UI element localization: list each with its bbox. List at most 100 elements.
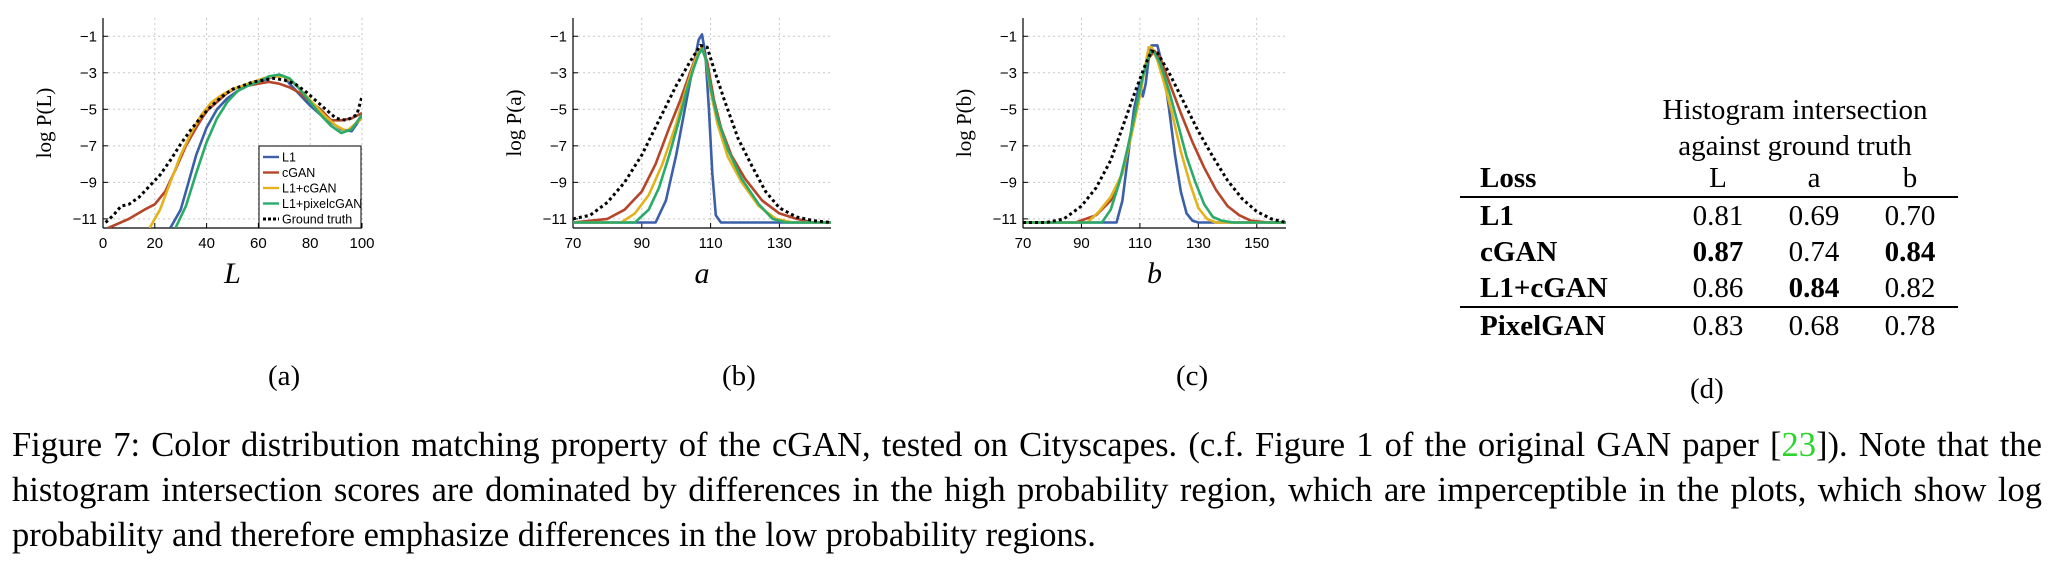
legend-label: cGAN — [282, 166, 315, 180]
table-row: PixelGAN 0.83 0.68 0.78 — [1460, 306, 1958, 344]
table-cell: 0.84 — [1884, 235, 1936, 268]
x-tick-label: 20 — [146, 235, 163, 252]
legend-label: L1+cGAN — [282, 182, 337, 196]
y-tick-label: −1 — [1000, 28, 1017, 45]
y-tick-label: −3 — [550, 65, 567, 82]
series-line-l1-pixelcgan — [1023, 49, 1286, 224]
chart-c-panel: 70 90 110 130 150 −1 −3 −5 −7 −9 −11 b log P(b) — [920, 0, 1400, 310]
y-tick-label: −5 — [550, 101, 567, 118]
x-tick-label: 110 — [1128, 235, 1152, 252]
series-line-l1-pixelcgan — [573, 47, 831, 224]
caption-text-after: ]). Note that the histogram intersection… — [12, 426, 2042, 554]
y-axis-label: log P(b) — [952, 89, 976, 157]
x-tick-label: 100 — [349, 235, 374, 252]
y-tick-label: −11 — [73, 211, 97, 228]
x-tick-label: 70 — [1015, 235, 1032, 252]
legend-label: L1+pixelcGAN — [282, 197, 362, 211]
table-row: cGAN 0.87 0.74 0.84 — [1460, 234, 1958, 270]
figure-caption: Figure 7: Color distribution matching pr… — [12, 423, 2042, 558]
y-tick-label: −11 — [993, 211, 1017, 228]
y-tick-label: −5 — [80, 101, 97, 118]
legend-label: Ground truth — [282, 213, 352, 227]
series-line-l1-cgan — [573, 45, 831, 224]
y-axis-label: log P(L) — [32, 88, 56, 159]
table-cell: 0.87 — [1692, 235, 1744, 268]
table-cell: 0.70 — [1884, 199, 1936, 232]
results-table: Loss L a b L1 0.81 0.69 0.70 cGAN 0.87 0… — [1460, 160, 1958, 344]
y-tick-label: −1 — [550, 28, 567, 45]
legend-label: L1 — [282, 151, 296, 165]
row-label: L1 — [1480, 199, 1514, 232]
x-tick-label: 110 — [699, 235, 723, 252]
table-row: L1+cGAN 0.86 0.84 0.82 — [1460, 270, 1958, 307]
table-cell: 0.84 — [1788, 271, 1840, 304]
table-header-title: Histogram intersection against ground tr… — [1650, 92, 1940, 164]
y-tick-label: −11 — [543, 211, 567, 228]
x-tick-label: 90 — [1073, 235, 1090, 252]
x-tick-label: 130 — [1186, 235, 1211, 252]
table-cell: 0.81 — [1692, 199, 1744, 232]
y-tick-label: −9 — [80, 174, 97, 191]
table-header-line1: Histogram intersection — [1662, 94, 1928, 126]
series-line-ground-truth — [573, 43, 831, 224]
row-label: L1+cGAN — [1480, 271, 1608, 304]
row-label: PixelGAN — [1460, 306, 1670, 344]
x-tick-label: 70 — [565, 235, 582, 252]
y-tick-label: −7 — [550, 138, 567, 155]
y-tick-label: −7 — [80, 138, 97, 155]
x-tick-label: 80 — [302, 235, 319, 252]
x-axis-label: a — [695, 257, 710, 290]
table-header-row: Loss L a b — [1460, 160, 1958, 198]
table-cell: 0.68 — [1766, 306, 1862, 344]
row-label: cGAN — [1480, 235, 1558, 268]
x-tick-label: 150 — [1244, 235, 1269, 252]
chart-b-panel: 70 90 110 130 −1 −3 −5 −7 −9 −11 a log P(a) — [470, 0, 950, 310]
table-cell: 0.69 — [1788, 199, 1840, 232]
subcaption-a: (a) — [268, 360, 301, 392]
x-tick-label: 60 — [250, 235, 267, 252]
y-tick-label: −5 — [1000, 101, 1017, 118]
chart-b: 70 90 110 130 −1 −3 −5 −7 −9 −11 a log P(a) — [502, 18, 831, 290]
x-tick-label: 90 — [633, 235, 650, 252]
y-tick-label: −3 — [80, 65, 97, 82]
series-line-ground-truth — [1023, 49, 1286, 224]
series-line-l1-pixelcgan — [174, 73, 362, 228]
series-line-ground-truth — [104, 76, 362, 224]
subcaption-d: (d) — [1690, 373, 1724, 405]
table-cell: 0.82 — [1884, 271, 1936, 304]
x-axis-label: L — [223, 257, 241, 290]
caption-text-before: Figure 7: Color distribution matching pr… — [12, 426, 1782, 464]
table-cell: 0.86 — [1692, 271, 1744, 304]
y-tick-label: −3 — [1000, 65, 1017, 82]
table-header-line2: against ground truth — [1678, 130, 1912, 162]
subcaption-b: (b) — [722, 360, 756, 392]
results-table-panel: Histogram intersection against ground tr… — [1460, 88, 1960, 408]
y-axis-label: log P(a) — [502, 89, 526, 156]
y-tick-label: −7 — [1000, 138, 1017, 155]
table-cell: 0.83 — [1670, 306, 1766, 344]
series-line-l1 — [1023, 44, 1286, 224]
column-header-b: b — [1862, 160, 1958, 198]
table-cell: 0.78 — [1862, 306, 1958, 344]
grid — [1022, 18, 1286, 228]
y-tick-label: −9 — [550, 174, 567, 191]
series-line-l1 — [573, 33, 831, 224]
series-line-cgan — [1023, 49, 1286, 224]
x-tick-label: 0 — [99, 235, 107, 252]
column-header-loss: Loss — [1460, 160, 1670, 198]
x-tick-label: 130 — [767, 235, 792, 252]
series-line-cgan — [573, 45, 831, 224]
chart-c: 70 90 110 130 150 −1 −3 −5 −7 −9 −11 b log P(b) — [952, 18, 1286, 290]
x-axis-label: b — [1147, 257, 1162, 290]
citation-link[interactable]: 23 — [1781, 426, 1816, 464]
column-header-a: a — [1766, 160, 1862, 198]
column-header-l: L — [1670, 160, 1766, 198]
x-tick-label: 40 — [198, 235, 215, 252]
y-tick-label: −1 — [80, 28, 97, 45]
table-row: L1 0.81 0.69 0.70 — [1460, 197, 1958, 234]
series-line-l1-cgan — [148, 75, 362, 228]
table-cell: 0.74 — [1788, 235, 1840, 268]
